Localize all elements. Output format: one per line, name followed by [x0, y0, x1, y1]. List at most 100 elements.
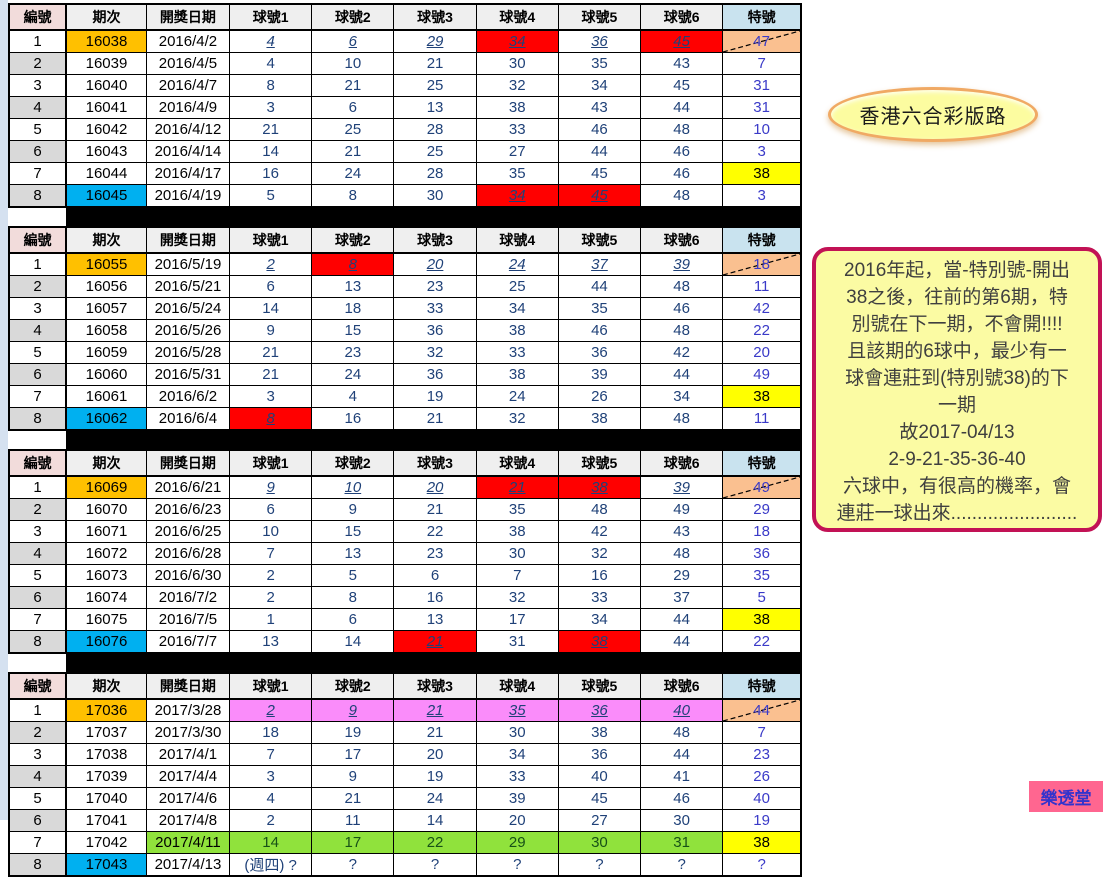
cell-period[interactable]: 17037 [65, 721, 147, 744]
cell-ball-4[interactable]: 35 [475, 162, 559, 185]
column-header-6[interactable]: 球號3 [393, 3, 477, 31]
cell-special-number[interactable]: 47 [722, 29, 802, 53]
cell-ball-2[interactable]: 5 [311, 564, 395, 587]
cell-ball-3[interactable]: 33 [393, 297, 477, 320]
cell-ball-5[interactable]: 44 [557, 140, 642, 163]
cell-ball-2[interactable]: 15 [311, 520, 395, 543]
cell-ball-5[interactable]: 39 [557, 363, 642, 386]
column-header-4[interactable]: 球號1 [229, 449, 313, 477]
cell-draw-date[interactable]: 2016/5/31 [145, 363, 231, 386]
cell-row-number[interactable]: 7 [8, 608, 68, 631]
cell-ball-3[interactable]: ? [393, 853, 477, 877]
cell-ball-1[interactable]: 4 [229, 787, 313, 810]
cell-draw-date[interactable]: 2016/4/14 [145, 140, 231, 163]
cell-ball-3[interactable]: 22 [393, 520, 477, 543]
cell-ball-6[interactable]: 44 [640, 630, 724, 654]
cell-ball-4[interactable]: 33 [475, 765, 559, 788]
cell-ball-4[interactable]: 17 [475, 608, 559, 631]
cell-ball-5[interactable]: 26 [557, 385, 642, 408]
cell-ball-6[interactable]: 41 [640, 765, 724, 788]
cell-special-number[interactable]: 35 [722, 564, 802, 587]
cell-draw-date[interactable]: 2016/7/5 [145, 608, 231, 631]
cell-period[interactable]: 16062 [65, 407, 147, 431]
cell-ball-1[interactable]: 21 [229, 363, 313, 386]
column-header-4[interactable]: 球號1 [229, 226, 313, 254]
cell-ball-5[interactable]: 38 [557, 721, 642, 744]
cell-ball-3[interactable]: 20 [393, 252, 477, 276]
cell-ball-2[interactable]: 15 [311, 319, 395, 342]
cell-ball-4[interactable]: 38 [475, 520, 559, 543]
cell-special-number[interactable]: 29 [722, 498, 802, 521]
cell-ball-1[interactable]: 4 [229, 52, 313, 75]
column-header-8[interactable]: 球號5 [557, 3, 642, 31]
cell-ball-5[interactable]: 30 [557, 831, 642, 854]
cell-draw-date[interactable]: 2016/4/12 [145, 118, 231, 141]
cell-draw-date[interactable]: 2016/4/5 [145, 52, 231, 75]
cell-ball-2[interactable]: 4 [311, 385, 395, 408]
cell-period[interactable]: 16038 [65, 29, 147, 53]
cell-ball-1[interactable]: 8 [229, 74, 313, 97]
cell-row-number[interactable]: 6 [8, 809, 68, 832]
cell-ball-5[interactable]: 43 [557, 96, 642, 119]
cell-row-number[interactable]: 5 [8, 341, 68, 364]
cell-ball-2[interactable]: 6 [311, 96, 395, 119]
cell-period[interactable]: 17039 [65, 765, 147, 788]
cell-ball-2[interactable]: 8 [311, 586, 395, 609]
cell-ball-4[interactable]: 20 [475, 809, 559, 832]
cell-draw-date[interactable]: 2017/4/6 [145, 787, 231, 810]
column-header-4[interactable]: 球號1 [229, 672, 313, 700]
column-header-4[interactable]: 球號1 [229, 3, 313, 31]
cell-row-number[interactable]: 7 [8, 385, 68, 408]
cell-ball-6[interactable]: ? [640, 853, 724, 877]
cell-ball-2[interactable]: 14 [311, 630, 395, 654]
cell-draw-date[interactable]: 2016/4/9 [145, 96, 231, 119]
cell-ball-5[interactable]: 36 [557, 743, 642, 766]
cell-draw-date[interactable]: 2016/5/28 [145, 341, 231, 364]
cell-ball-2[interactable]: 21 [311, 74, 395, 97]
column-header-3[interactable]: 開獎日期 [145, 226, 231, 254]
cell-period[interactable]: 17038 [65, 743, 147, 766]
cell-ball-6[interactable]: 42 [640, 341, 724, 364]
cell-period[interactable]: 17043 [65, 853, 147, 877]
cell-ball-3[interactable]: 16 [393, 586, 477, 609]
cell-period[interactable]: 17040 [65, 787, 147, 810]
cell-ball-3[interactable]: 13 [393, 608, 477, 631]
cell-special-number[interactable]: 22 [722, 319, 802, 342]
cell-ball-1[interactable]: 6 [229, 275, 313, 298]
cell-draw-date[interactable]: 2016/7/7 [145, 630, 231, 654]
cell-draw-date[interactable]: 2016/5/26 [145, 319, 231, 342]
column-header-2[interactable]: 期次 [65, 226, 147, 254]
cell-ball-6[interactable]: 49 [640, 498, 724, 521]
cell-draw-date[interactable]: 2016/6/2 [145, 385, 231, 408]
cell-special-number[interactable]: 38 [722, 162, 802, 185]
cell-special-number[interactable]: 42 [722, 297, 802, 320]
column-header-10[interactable]: 特號 [722, 672, 802, 700]
cell-ball-4[interactable]: 24 [475, 252, 559, 276]
cell-ball-3[interactable]: 29 [393, 29, 477, 53]
column-header-10[interactable]: 特號 [722, 3, 802, 31]
cell-draw-date[interactable]: 2016/5/21 [145, 275, 231, 298]
cell-ball-3[interactable]: 23 [393, 542, 477, 565]
cell-row-number[interactable]: 1 [8, 475, 68, 499]
cell-ball-3[interactable]: 36 [393, 363, 477, 386]
cell-special-number[interactable]: 7 [722, 52, 802, 75]
column-header-6[interactable]: 球號3 [393, 672, 477, 700]
cell-ball-4[interactable]: ? [475, 853, 559, 877]
cell-ball-1[interactable]: 3 [229, 385, 313, 408]
cell-ball-3[interactable]: 14 [393, 809, 477, 832]
column-header-6[interactable]: 球號3 [393, 226, 477, 254]
cell-special-number[interactable]: 44 [722, 698, 802, 722]
cell-ball-6[interactable]: 44 [640, 608, 724, 631]
cell-ball-6[interactable]: 48 [640, 542, 724, 565]
cell-ball-1[interactable]: 2 [229, 564, 313, 587]
cell-ball-3[interactable]: 19 [393, 385, 477, 408]
cell-row-number[interactable]: 8 [8, 184, 68, 208]
cell-period[interactable]: 16073 [65, 564, 147, 587]
cell-ball-4[interactable]: 30 [475, 52, 559, 75]
cell-special-number[interactable]: 38 [722, 608, 802, 631]
cell-ball-6[interactable]: 48 [640, 118, 724, 141]
cell-ball-1[interactable]: 21 [229, 341, 313, 364]
cell-ball-1[interactable]: 18 [229, 721, 313, 744]
cell-draw-date[interactable]: 2017/4/1 [145, 743, 231, 766]
cell-draw-date[interactable]: 2016/7/2 [145, 586, 231, 609]
